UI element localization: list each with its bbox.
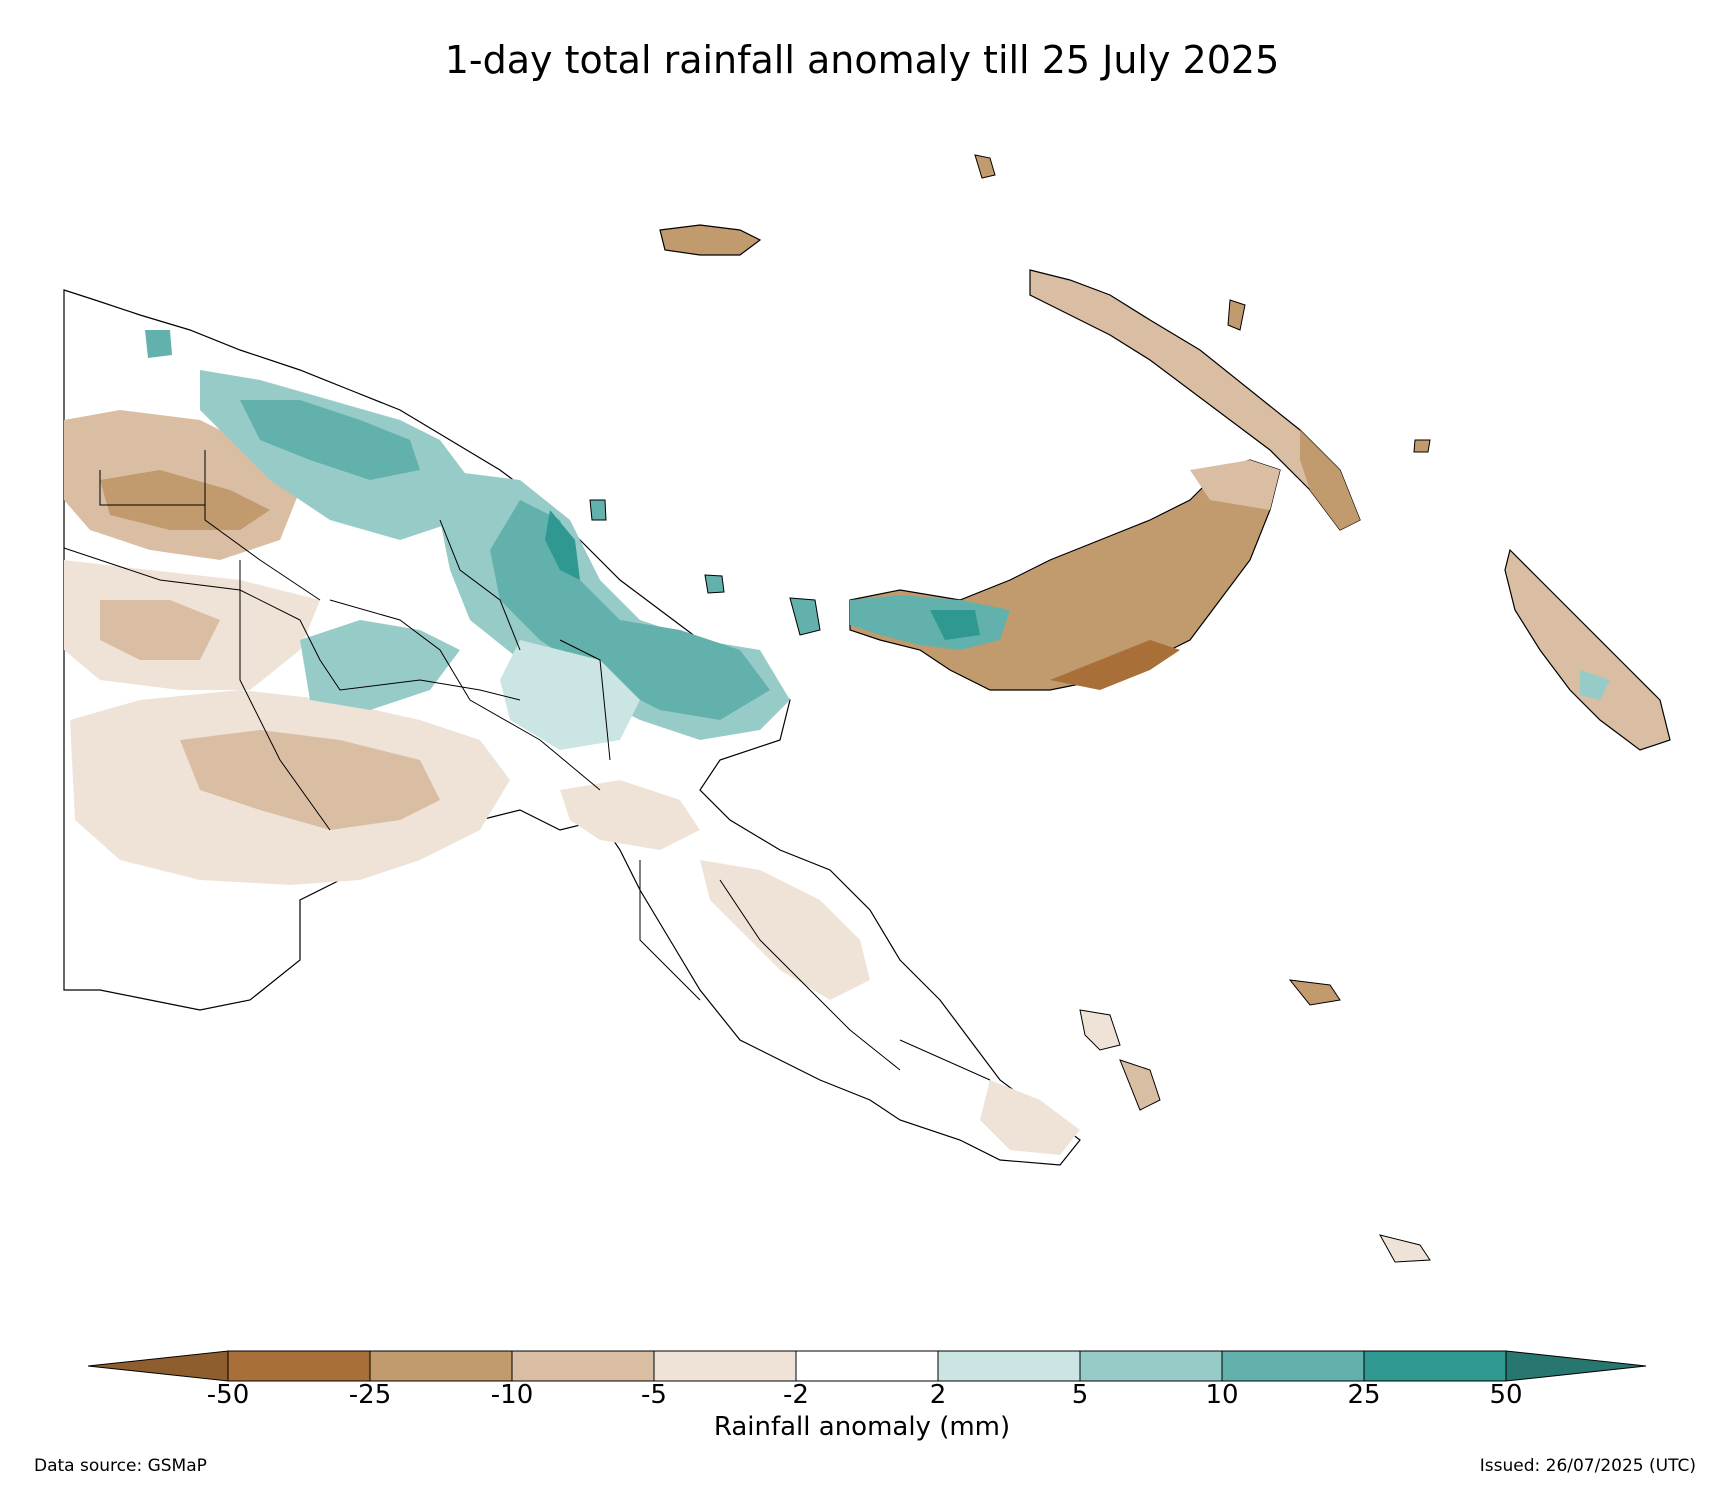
colorbar-segment [937, 1350, 1081, 1382]
colorbar-tick-label: 10 [1205, 1380, 1239, 1410]
colorbar-segment [1363, 1350, 1507, 1382]
colorbar-segment [227, 1350, 371, 1382]
colorbar-tick-label: 25 [1347, 1380, 1381, 1410]
manus-island [659, 224, 762, 256]
new-ireland-south-drier [1300, 430, 1360, 530]
colorbar-tick-label: -5 [641, 1380, 667, 1410]
colorbar-tick-label: -10 [490, 1380, 534, 1410]
colorbar-tick-label: -2 [783, 1380, 809, 1410]
colorbar [87, 1350, 1647, 1382]
minor-islands [589, 154, 1431, 1263]
anomaly-drier-highlands [100, 600, 220, 660]
umboi-island [789, 597, 821, 636]
colorbar-extend-low [87, 1350, 229, 1382]
anomaly-dry-tip [980, 1080, 1080, 1155]
anomaly-wet-northwest-spot [145, 330, 172, 358]
fergusson-island [1119, 1059, 1161, 1111]
new-britain-wettest [930, 610, 980, 640]
colorbar-segment [369, 1350, 513, 1382]
colorbar-tick-label: 5 [1071, 1380, 1089, 1410]
new-ireland-outline [1029, 269, 1361, 531]
colorbar-segment [795, 1350, 939, 1382]
trobriand-island [1288, 979, 1341, 1006]
buka-island [974, 154, 996, 179]
anomaly-drier-west [100, 470, 270, 530]
bougainville [1504, 548, 1671, 751]
colorbar-extend-high [1505, 1350, 1647, 1382]
anomaly-wet-central [300, 620, 460, 710]
colorbar-title: Rainfall anomaly (mm) [713, 1412, 1011, 1442]
issued-date-note: Issued: 26/07/2025 (UTC) [1479, 1456, 1696, 1476]
rossel-island [1379, 1234, 1431, 1263]
bougainville-outline [1504, 548, 1671, 751]
dentrecasteaux-island [1079, 1009, 1121, 1051]
province-borders [63, 450, 991, 1081]
anomaly-wetter-north [240, 400, 420, 480]
anomaly-wet-madang [500, 640, 640, 750]
colorbar-segment [1221, 1350, 1365, 1382]
manus-outline [659, 224, 762, 256]
anomaly-drier-southwest [180, 730, 440, 830]
new-ireland [1029, 269, 1361, 531]
mainland-new-guinea [63, 289, 1081, 1166]
colorbar-tick-label: -50 [206, 1380, 250, 1410]
data-source-note: Data source: GSMaP [34, 1456, 207, 1476]
colorbar-segment [653, 1350, 797, 1382]
colorbar-segment [1079, 1350, 1223, 1382]
long-island [704, 574, 725, 594]
map-title: 1-day total rainfall anomaly till 25 Jul… [444, 38, 1280, 82]
anomaly-dry-gulf [560, 780, 700, 850]
colorbar-tick-label: 2 [929, 1380, 947, 1410]
anomaly-wettest-sepik [545, 510, 580, 580]
new-britain-north-dry [1190, 460, 1280, 510]
new-britain [849, 459, 1281, 691]
anomaly-dry-papuan-peninsula [700, 860, 870, 1000]
bougainville-wet [1580, 670, 1610, 700]
colorbar-tick-label: -25 [348, 1380, 392, 1410]
colorbar-tick-label: 50 [1489, 1380, 1523, 1410]
new-britain-south-driest [1050, 640, 1180, 690]
emirau-island [1227, 299, 1246, 331]
karkar-island [589, 499, 607, 521]
feni-island [1413, 439, 1431, 453]
colorbar-segment [511, 1350, 655, 1382]
